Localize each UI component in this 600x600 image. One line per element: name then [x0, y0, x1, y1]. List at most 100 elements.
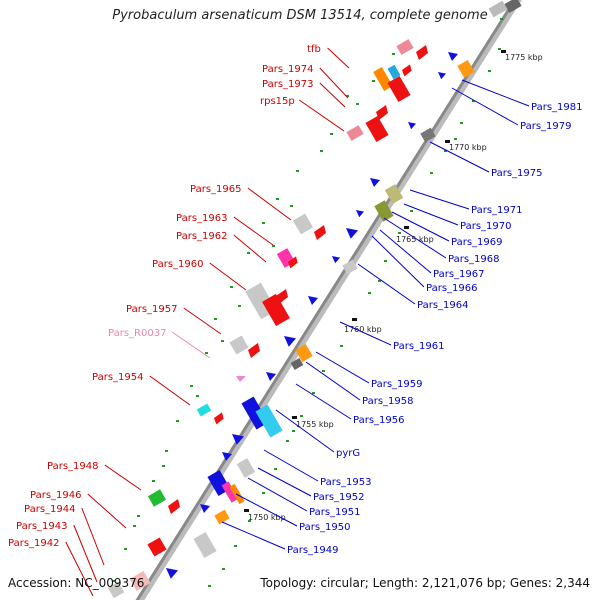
gene-label-left[interactable]: Pars_R0037: [108, 328, 166, 339]
gene-arrow-pars-1948[interactable]: [168, 499, 180, 514]
gene-arrow-pars-1953[interactable]: [222, 452, 232, 461]
gene-block-pars-1953[interactable]: [236, 458, 256, 478]
gene-block-pars-1973[interactable]: [387, 75, 411, 103]
gene-block-pars-1946[interactable]: [147, 537, 167, 557]
gene-block-tfb[interactable]: [396, 39, 414, 55]
tick-mark: [296, 170, 299, 172]
tick-mark: [356, 103, 359, 105]
rna-gene-pars-r0037[interactable]: [236, 376, 246, 382]
gene-arrow-pars-1958[interactable]: [266, 372, 276, 381]
gene-block-top2[interactable]: [488, 0, 508, 18]
gene-block-pars-1949[interactable]: [214, 509, 230, 525]
gene-label-right[interactable]: Pars_1950: [299, 522, 350, 533]
gene-block-pars-1943[interactable]: [107, 581, 125, 599]
gene-label-right[interactable]: Pars_1969: [451, 237, 502, 248]
gene-arrow-pars-1950[interactable]: [200, 504, 210, 513]
gene-block-pars-1942[interactable]: [129, 570, 151, 592]
gene-block-pars-1971[interactable]: [384, 184, 404, 204]
gene-block-pars-1965[interactable]: [292, 213, 314, 235]
gene-block-pars-1959[interactable]: [295, 343, 313, 363]
gene-label-right[interactable]: Pars_1956: [353, 415, 404, 426]
gene-block-pars-1974[interactable]: [373, 66, 393, 92]
gene-arrow-pars-1949[interactable]: [166, 568, 178, 579]
gene-arrow-pars-1973[interactable]: [402, 64, 412, 77]
gene-label-left[interactable]: Pars_1962: [176, 231, 227, 242]
tick-mark: [488, 70, 491, 72]
gene-block-top[interactable]: [504, 0, 522, 13]
gene-label-right[interactable]: pyrG: [336, 448, 360, 459]
tick-mark: [330, 133, 333, 135]
gene-label-right[interactable]: Pars_1951: [309, 507, 360, 518]
gene-block-pars-1974b[interactable]: [387, 64, 401, 80]
gene-label-left[interactable]: Pars_1948: [47, 461, 98, 472]
gene-label-right[interactable]: Pars_1964: [417, 300, 468, 311]
gene-label-right[interactable]: Pars_1953: [320, 477, 371, 488]
gene-label-right[interactable]: Pars_1952: [313, 492, 364, 503]
gene-arrow-pars-1962[interactable]: [288, 256, 298, 269]
gene-arrow-pars-1954[interactable]: [214, 412, 224, 425]
gene-arrow-pars-1975[interactable]: [408, 122, 416, 130]
gene-label-left[interactable]: Pars_1974: [262, 64, 313, 75]
gene-block-pars-1979[interactable]: [457, 59, 475, 79]
gene-arrow-pars-1981b[interactable]: [438, 72, 446, 80]
gene-label-right[interactable]: Pars_1981: [531, 102, 582, 113]
gene-arrow-pars-1981[interactable]: [448, 52, 458, 61]
gene-label-right[interactable]: Pars_1966: [426, 283, 477, 294]
gene-label-left[interactable]: Pars_1963: [176, 213, 227, 224]
leader-line: [275, 409, 335, 453]
gene-arrow-rps15p[interactable]: [376, 105, 388, 120]
gene-label-left[interactable]: Pars_1943: [16, 521, 67, 532]
gene-label-left[interactable]: Pars_1946: [30, 490, 81, 501]
gene-label-left[interactable]: tfb: [307, 44, 321, 55]
gene-label-right[interactable]: Pars_1979: [520, 121, 571, 132]
gene-block-pars-1954[interactable]: [196, 403, 212, 417]
gene-label-right[interactable]: Pars_1949: [287, 545, 338, 556]
gene-arrow-pars-1961[interactable]: [308, 296, 318, 305]
gene-block-pyrg[interactable]: [255, 404, 283, 438]
gene-label-left[interactable]: Pars_1973: [262, 79, 313, 90]
gene-label-left[interactable]: Pars_1957: [126, 304, 177, 315]
tick-mark: [378, 280, 381, 282]
leader-line: [319, 67, 349, 99]
topology-text: Topology: circular; Length: 2,121,076 bp…: [260, 576, 590, 590]
gene-block-pars-1964[interactable]: [342, 259, 358, 275]
gene-label-left[interactable]: rps15p: [260, 96, 295, 107]
gene-label-right[interactable]: Pars_1958: [362, 396, 413, 407]
gene-arrow-pars-1965[interactable]: [314, 225, 326, 240]
gene-arrow-tfb[interactable]: [416, 45, 428, 60]
scale-tick-label: 1760 kbp: [344, 325, 382, 334]
gene-arrow-pars-1969[interactable]: [370, 178, 380, 187]
gene-arrow-pars-1960[interactable]: [276, 289, 288, 304]
gene-block-pars-1975b[interactable]: [420, 127, 436, 143]
gene-block-pars-1958[interactable]: [290, 358, 304, 370]
tick-mark: [498, 48, 501, 50]
gene-arrow-pars-1957[interactable]: [248, 343, 260, 358]
gene-arrow-pars-1967[interactable]: [346, 228, 358, 239]
gene-block-rps15p[interactable]: [346, 125, 364, 141]
gene-label-right[interactable]: Pars_1967: [433, 269, 484, 280]
gene-label-right[interactable]: Pars_1971: [471, 205, 522, 216]
gene-arrow-pars-1968[interactable]: [356, 210, 364, 218]
tick-mark: [262, 492, 265, 494]
gene-label-left[interactable]: Pars_1942: [8, 538, 59, 549]
gene-label-right[interactable]: Pars_1961: [393, 341, 444, 352]
gene-label-left[interactable]: Pars_1944: [24, 504, 75, 515]
gene-label-right[interactable]: Pars_1970: [460, 221, 511, 232]
gene-label-left[interactable]: Pars_1965: [190, 184, 241, 195]
gene-label-right[interactable]: Pars_1959: [371, 379, 422, 390]
gene-arrow-pars-1961b[interactable]: [284, 336, 296, 347]
gene-label-right[interactable]: Pars_1968: [448, 254, 499, 265]
tick-mark: [272, 245, 275, 247]
gene-block-pars-1960b[interactable]: [262, 293, 290, 327]
gene-block-pars-1970[interactable]: [374, 200, 394, 222]
gene-block-pars-1951[interactable]: [221, 481, 239, 503]
gene-label-left[interactable]: Pars_1954: [92, 372, 143, 383]
gene-block-pars-1948[interactable]: [147, 489, 167, 507]
gene-block-rps15p-b[interactable]: [365, 115, 389, 143]
gene-block-pars-1944[interactable]: [193, 531, 217, 559]
gene-arrow-pyrg[interactable]: [232, 434, 244, 445]
gene-block-pars-1957[interactable]: [229, 335, 249, 355]
gene-label-left[interactable]: Pars_1960: [152, 259, 203, 270]
gene-arrow-pars-1966[interactable]: [332, 256, 340, 264]
gene-label-right[interactable]: Pars_1975: [491, 168, 542, 179]
